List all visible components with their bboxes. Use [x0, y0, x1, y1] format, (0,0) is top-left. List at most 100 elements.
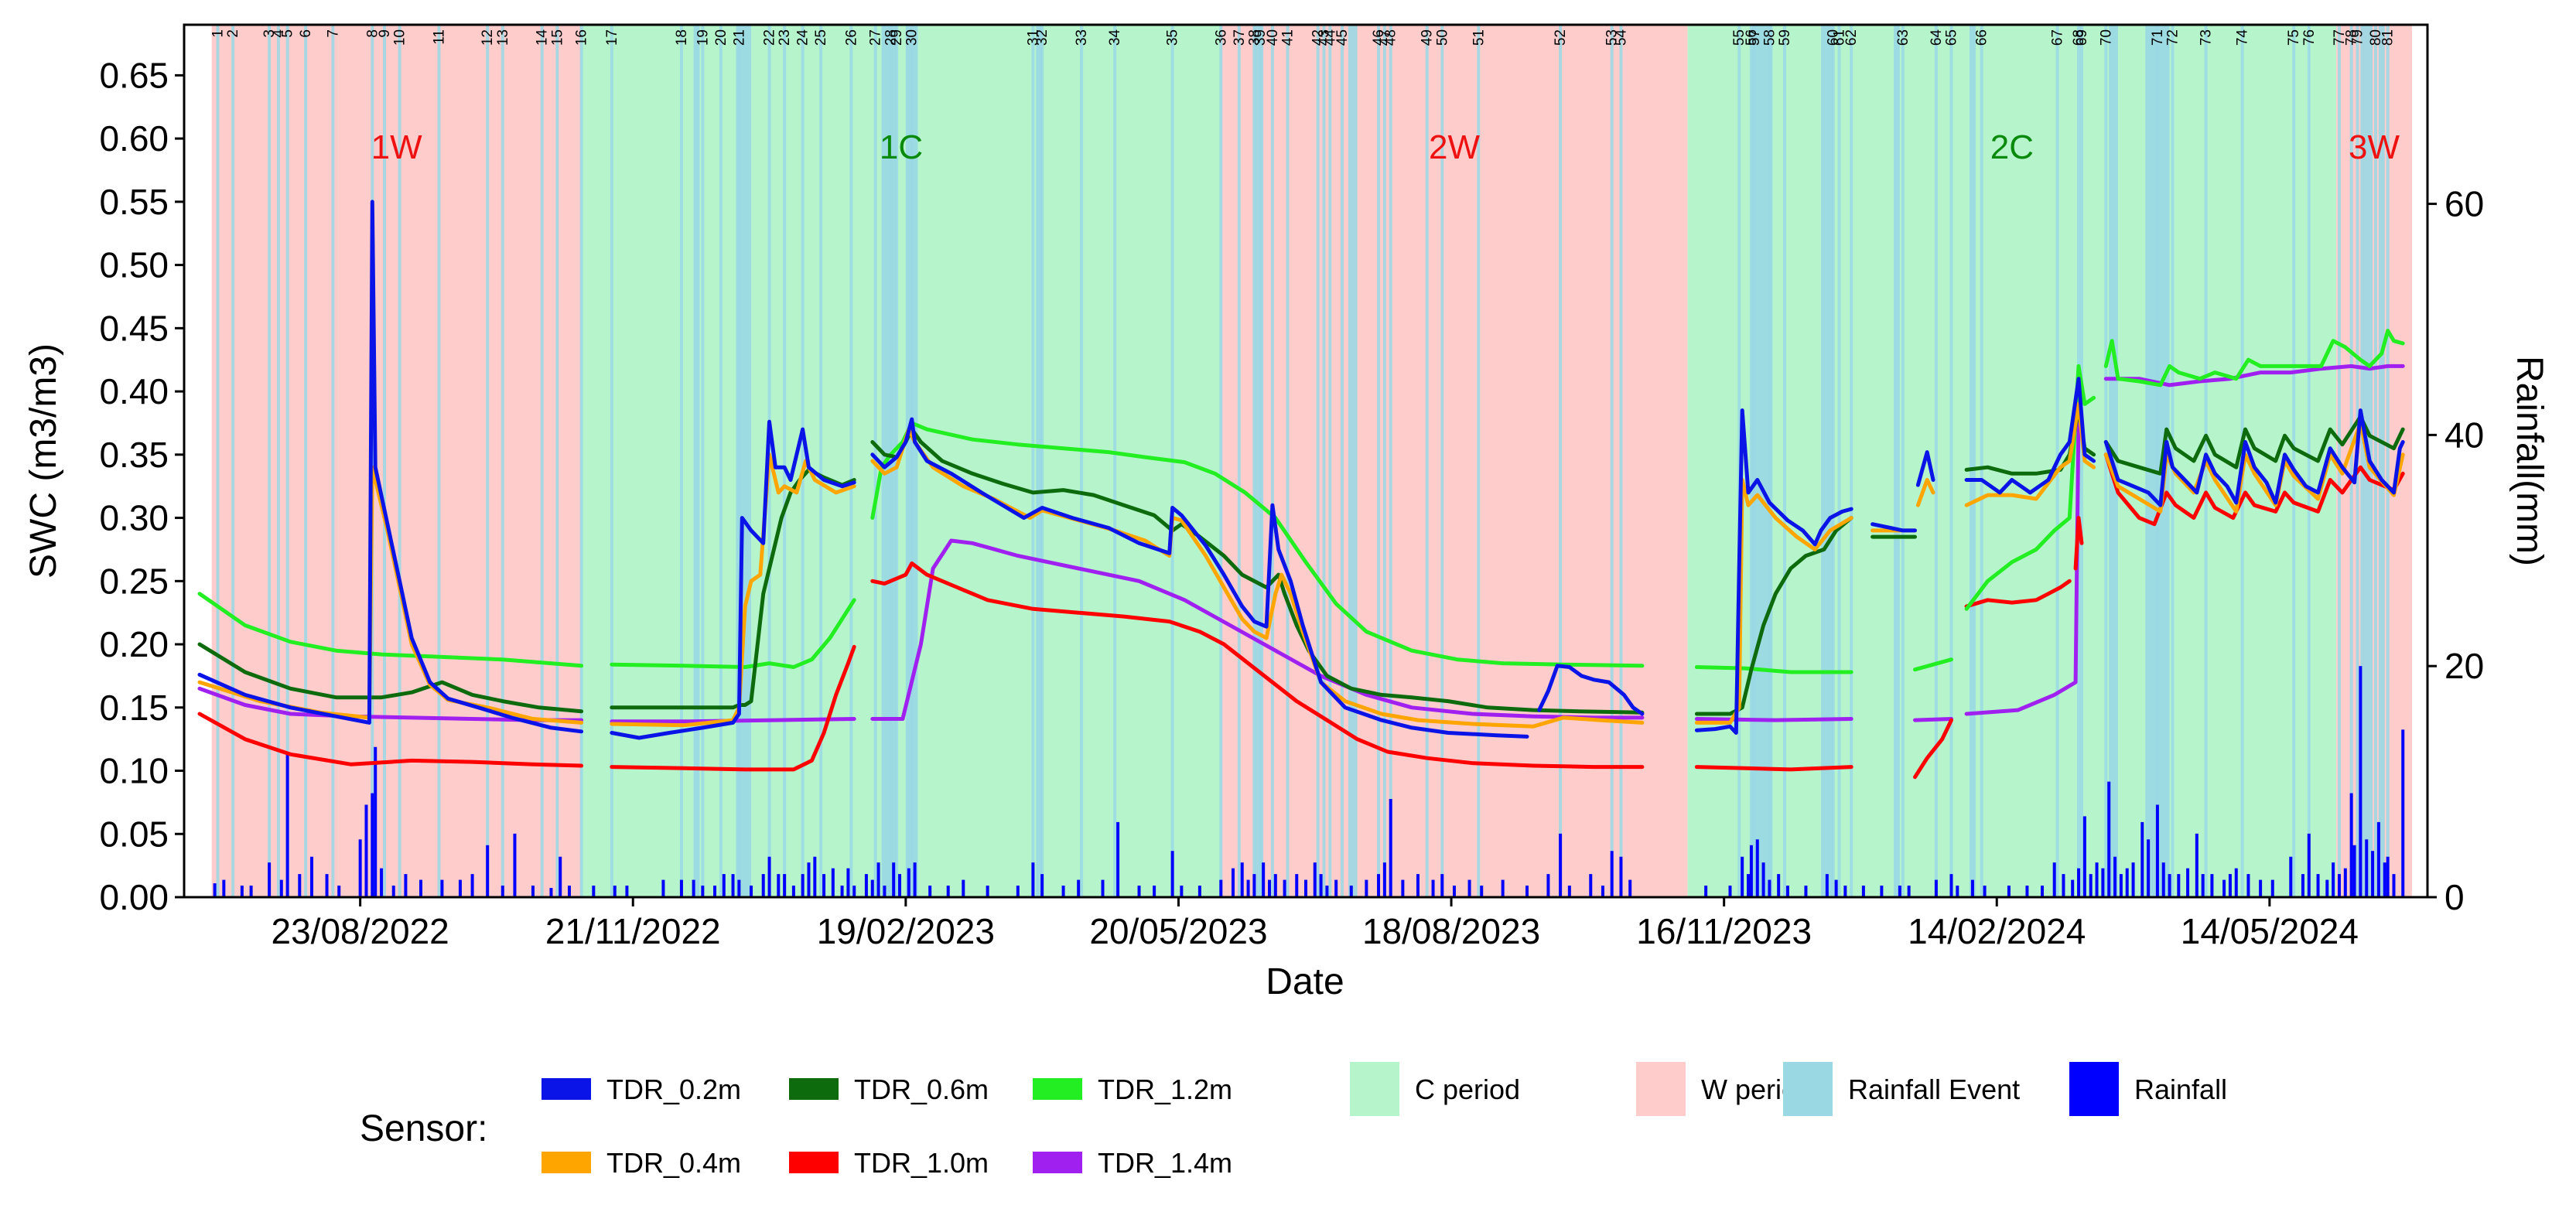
- rainfall-bar: [1728, 886, 1732, 897]
- rainfall-bar: [1153, 886, 1156, 897]
- rainfall-bar: [731, 874, 735, 897]
- rainfall-bar: [358, 839, 362, 897]
- rainfall-bar: [1834, 879, 1838, 897]
- rainfall-bar: [962, 879, 965, 897]
- legend-item-tdr-0-6m: TDR_0.6m: [789, 1074, 989, 1105]
- rain-event-line-6: [304, 25, 308, 897]
- rainfall-bar: [380, 868, 384, 897]
- rainfall-bar: [1334, 879, 1338, 897]
- rain-event-line-43: [1322, 25, 1326, 897]
- rainfall-bar: [2352, 845, 2356, 897]
- period-band-2W: [1221, 25, 1688, 897]
- rainfall-event-number-47: 47: [1377, 29, 1393, 46]
- rainfall-bar: [2201, 874, 2205, 897]
- rainfall-event-number-79: 79: [2350, 29, 2366, 46]
- legend-label: TDR_1.0m: [854, 1147, 989, 1179]
- rain-event-line-63: [1901, 25, 1905, 897]
- rainfall-bar: [2371, 851, 2375, 897]
- rainfall-event-number-12: 12: [480, 29, 496, 46]
- rainfall-event-number-33: 33: [1074, 29, 1090, 46]
- series-line-TDR_1.2m: [2103, 329, 2405, 387]
- rainfall-bar: [822, 874, 826, 897]
- rainfall-event-number-8: 8: [364, 29, 381, 38]
- rainfall-event-number-69: 69: [2074, 29, 2090, 46]
- rain-event-line-81: [2386, 25, 2390, 897]
- rainfall-event-number-55: 55: [1731, 29, 1748, 46]
- rainfall-event-number-44: 44: [1322, 29, 1338, 46]
- rainfall-bar: [2246, 874, 2250, 897]
- plot-frame: [183, 23, 2429, 899]
- rainfall-bar: [625, 886, 629, 897]
- rain-event-band: [693, 25, 700, 897]
- rainfall-bar: [870, 879, 874, 897]
- rainfall-bar: [1325, 886, 1329, 897]
- rainfall-bar: [1452, 886, 1456, 897]
- rainfall-event-number-54: 54: [1614, 29, 1630, 46]
- x-tick-label: 18/08/2023: [1362, 911, 1540, 951]
- rainfall-bar: [1262, 862, 1266, 897]
- rainfall-event-number-67: 67: [2050, 29, 2066, 46]
- rainfall-event-number-31: 31: [1025, 29, 1041, 46]
- rainfall-bar: [2052, 862, 2056, 897]
- rainfall-bar: [2077, 868, 2081, 897]
- rainfall-bar: [852, 886, 856, 897]
- y2-axis-title: Rainfall(mm): [2509, 356, 2550, 566]
- rainfall-bar: [722, 874, 726, 897]
- rainfall-bar: [2386, 856, 2390, 897]
- x-tick-label: 21/11/2022: [545, 911, 721, 951]
- rainfall-bar: [813, 856, 817, 897]
- rainfall-bar: [2337, 874, 2341, 897]
- series-TDR_0.2m: [197, 200, 2405, 740]
- rain-event-line-17: [610, 25, 613, 897]
- rainfall-event-number-48: 48: [1383, 29, 1399, 46]
- rainfall-event-number-3: 3: [261, 29, 278, 38]
- series-line-TDR_1.4m: [1913, 717, 1953, 722]
- rain-event-line-44: [1328, 25, 1332, 897]
- rain-event-line-7: [331, 25, 335, 897]
- rain-event-line-29: [895, 25, 899, 897]
- rainfall-event-number-16: 16: [574, 29, 590, 46]
- rainfall-bar: [1061, 886, 1065, 897]
- rainfall-bar: [2234, 868, 2238, 897]
- rainfall-event-number-9: 9: [377, 29, 393, 38]
- rain-event-line-48: [1389, 25, 1392, 897]
- rainfall-event-number-40: 40: [1265, 29, 1281, 46]
- period-label-1W: 1W: [371, 128, 422, 166]
- series-line-TDR_1.4m: [1964, 415, 2081, 716]
- rainfall-bar: [2195, 833, 2198, 897]
- legend-item-tdr-1-0m: TDR_1.0m: [789, 1147, 989, 1179]
- rainfall-event-number-73: 73: [2198, 29, 2215, 46]
- x-tick-label: 23/08/2022: [272, 911, 449, 951]
- rainfall-bar: [1382, 862, 1386, 897]
- legend-label: TDR_1.2m: [1098, 1074, 1232, 1105]
- rainfall-event-number-42: 42: [1310, 29, 1327, 46]
- rain-event-line-3: [268, 25, 272, 897]
- rainfall-bar: [1704, 886, 1708, 897]
- rainfall-bar: [1749, 845, 1753, 897]
- rainfall-event-number-32: 32: [1034, 29, 1051, 46]
- rainfall-bar: [1101, 879, 1105, 897]
- series-line-TDR_0.2m: [1537, 664, 1645, 716]
- rainfall-event-number-50: 50: [1434, 29, 1450, 46]
- rainfall-event-number-14: 14: [535, 29, 551, 46]
- rainfall-bar: [1619, 856, 1623, 897]
- rain-event-line-18: [679, 25, 683, 897]
- rainfall-bar: [1755, 839, 1759, 897]
- rainfall-event-number-2: 2: [225, 29, 241, 38]
- rainfall-bar: [1440, 874, 1444, 897]
- x-tick-label: 14/02/2024: [1908, 911, 2086, 951]
- rainfall-bar: [801, 874, 805, 897]
- rain-event-band: [1970, 25, 1976, 897]
- rainfall-event-number-75: 75: [2286, 29, 2302, 46]
- rainfall-bar: [946, 886, 950, 897]
- rainfall-bar: [737, 879, 741, 897]
- y-tick-label: 0.15: [99, 688, 169, 728]
- rainfall-bar: [2119, 874, 2123, 897]
- rainfall-event-number-66: 66: [1974, 29, 1990, 46]
- rainfall-event-number-52: 52: [1553, 29, 1569, 46]
- rainfall-bar: [1907, 886, 1911, 897]
- rainfall-bar: [1825, 874, 1829, 897]
- rainfall-bar: [1898, 886, 1901, 897]
- rainfall-event-number-38: 38: [1246, 29, 1262, 46]
- rainfall-bar: [713, 886, 717, 897]
